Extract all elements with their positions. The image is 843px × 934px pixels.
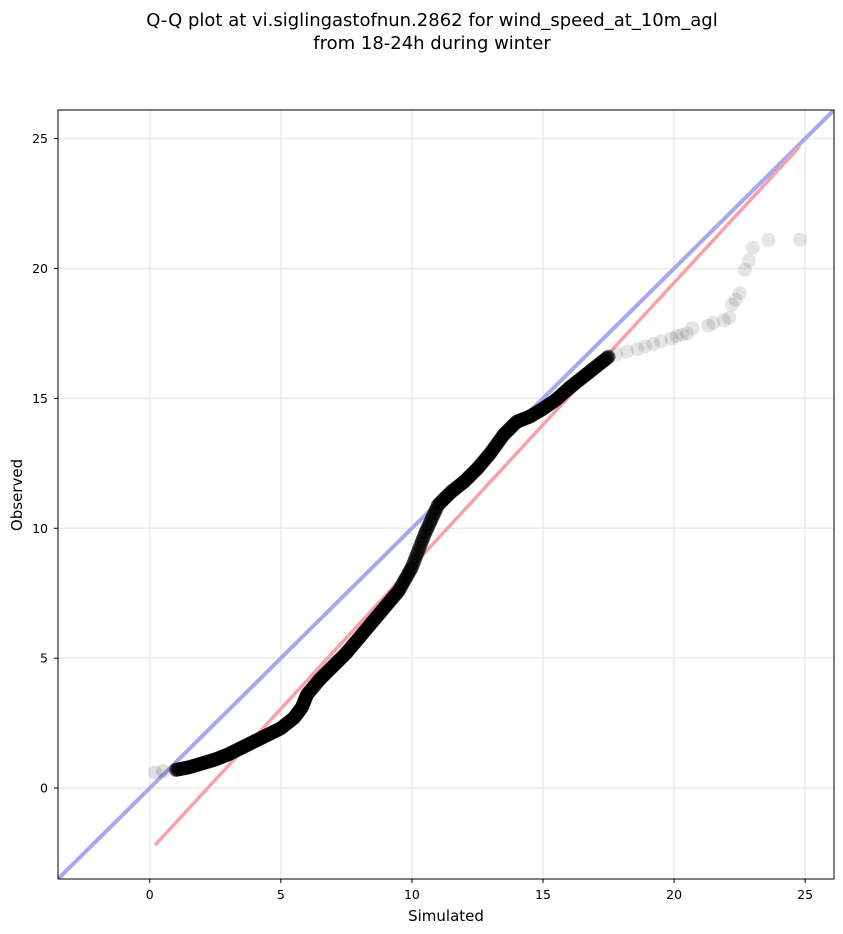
- tail-point: [701, 318, 716, 333]
- x-tick-label: 20: [666, 887, 682, 902]
- tail-point: [728, 292, 743, 307]
- x-axis-label: Simulated: [408, 907, 484, 925]
- tail-point: [669, 329, 684, 344]
- tail-point: [745, 240, 760, 255]
- chart-title-line-1: Q-Q plot at vi.siglingastofnun.2862 for …: [146, 10, 717, 31]
- y-tick-label: 20: [32, 261, 48, 276]
- tail-point: [619, 344, 634, 359]
- tail-point: [664, 331, 679, 346]
- tail-point: [630, 342, 645, 357]
- y-tick-label: 0: [40, 781, 48, 796]
- y-tick-label: 5: [40, 651, 48, 666]
- tail-point: [722, 310, 737, 325]
- fit-line: [153, 145, 802, 847]
- tail-point: [674, 327, 689, 342]
- tail-point: [646, 336, 661, 351]
- chart-title-line-2: from 18-24h during winter: [313, 33, 551, 54]
- quantile-point: [155, 764, 170, 779]
- y-tick-label: 25: [32, 131, 48, 146]
- tail-point: [741, 253, 756, 268]
- x-tick-label: 25: [797, 887, 813, 902]
- tail-point: [706, 316, 721, 331]
- data-points: [148, 232, 807, 780]
- tail-point: [732, 286, 747, 301]
- x-tick-label: 0: [146, 887, 154, 902]
- tail-point: [737, 262, 752, 277]
- tail-point: [680, 326, 695, 341]
- quantile-point: [148, 765, 162, 780]
- y-tick-label: 15: [32, 391, 48, 406]
- tail-point: [685, 321, 700, 336]
- axis-ticks: 0 5 10 15 20 25 0 5 10 15 20 25: [32, 131, 813, 902]
- quantile-point: [601, 349, 616, 364]
- x-tick-label: 10: [404, 887, 420, 902]
- tail-point: [761, 232, 776, 247]
- x-tick-label: 5: [277, 887, 285, 902]
- tail-point: [724, 297, 739, 312]
- y-tick-label: 10: [32, 521, 48, 536]
- tail-point: [609, 347, 624, 362]
- tail-point: [638, 339, 653, 354]
- tail-point: [792, 232, 807, 247]
- tail-point: [653, 334, 668, 349]
- plot-frame: [57, 109, 835, 880]
- x-tick-label: 15: [535, 887, 551, 902]
- tail-point: [716, 313, 731, 328]
- y-axis-label: Observed: [8, 459, 26, 531]
